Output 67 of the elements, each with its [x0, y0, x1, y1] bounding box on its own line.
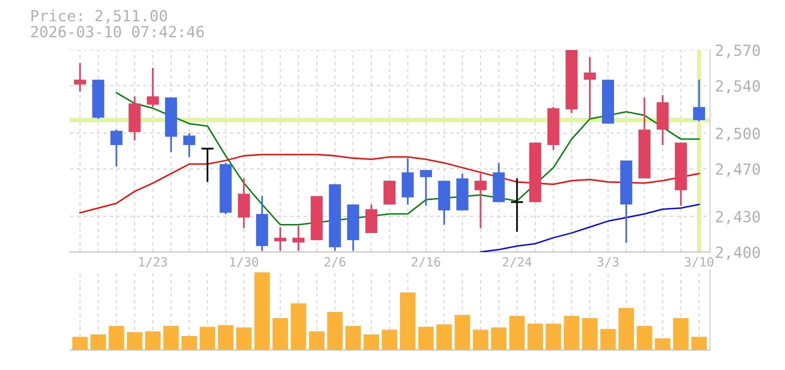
bar	[308, 331, 324, 350]
bar	[418, 326, 434, 350]
candlestick	[274, 226, 286, 252]
candlestick	[183, 132, 196, 158]
y-tick-label: 2,400	[716, 246, 760, 260]
x-tick-label: 3/10	[684, 257, 714, 268]
candlestick	[420, 169, 432, 206]
candlestick	[238, 177, 250, 230]
candlestick	[693, 78, 706, 122]
bar	[163, 326, 179, 350]
bar	[345, 326, 361, 350]
y-tick-label: 2,470	[716, 163, 760, 177]
y-tick-label: 2,500	[716, 128, 760, 142]
bar	[327, 312, 343, 350]
candlestick	[74, 62, 86, 92]
y-tick-label: 2,430	[716, 210, 760, 224]
x-tick-label: 3/3	[598, 257, 618, 268]
bar	[691, 336, 707, 350]
x-tick-label: 2/24	[502, 257, 532, 268]
candlestick	[146, 66, 159, 108]
chart-subtitle: 2026-03-10 07:42:46	[31, 26, 204, 38]
candlestick	[584, 56, 596, 120]
bar	[108, 326, 124, 350]
candlestick	[474, 172, 487, 230]
bar	[654, 338, 670, 350]
bar	[454, 315, 470, 350]
line-series	[480, 204, 700, 252]
candlestick	[292, 225, 305, 252]
bar	[126, 332, 142, 350]
bar	[290, 303, 306, 350]
bar	[600, 329, 616, 350]
bar	[145, 331, 161, 350]
x-tick-label: 1/23	[139, 257, 167, 268]
bar	[582, 318, 598, 350]
bar	[382, 330, 398, 350]
bar	[527, 324, 543, 350]
x-tick-label: 2/16	[412, 257, 440, 268]
candlestick	[200, 148, 214, 183]
bar	[673, 318, 689, 350]
x-tick-label: 2/6	[324, 257, 346, 268]
bar	[636, 326, 652, 350]
bar	[618, 308, 634, 350]
chart-title: Price: 2,511.00	[31, 10, 167, 24]
x-tick-label: 1/30	[230, 257, 258, 268]
bar	[564, 316, 580, 350]
candlestick	[110, 128, 122, 168]
bar	[90, 334, 106, 350]
y-tick-label: 2,540	[716, 80, 760, 94]
candlestick	[510, 177, 524, 233]
bar	[272, 318, 288, 350]
bar	[254, 272, 270, 350]
bar	[472, 330, 488, 350]
bar	[491, 327, 507, 350]
candlestick	[384, 180, 396, 206]
line-series	[79, 154, 700, 214]
bar	[182, 336, 197, 350]
candlestick	[365, 204, 378, 234]
bar	[200, 326, 216, 350]
bar	[509, 316, 525, 350]
bar	[236, 327, 252, 350]
bar	[364, 334, 380, 350]
y-tick-label: 2,570	[716, 44, 760, 58]
bar	[400, 292, 416, 350]
bar	[436, 324, 452, 350]
bar	[72, 336, 88, 350]
bar	[218, 325, 234, 350]
bar	[546, 324, 562, 350]
